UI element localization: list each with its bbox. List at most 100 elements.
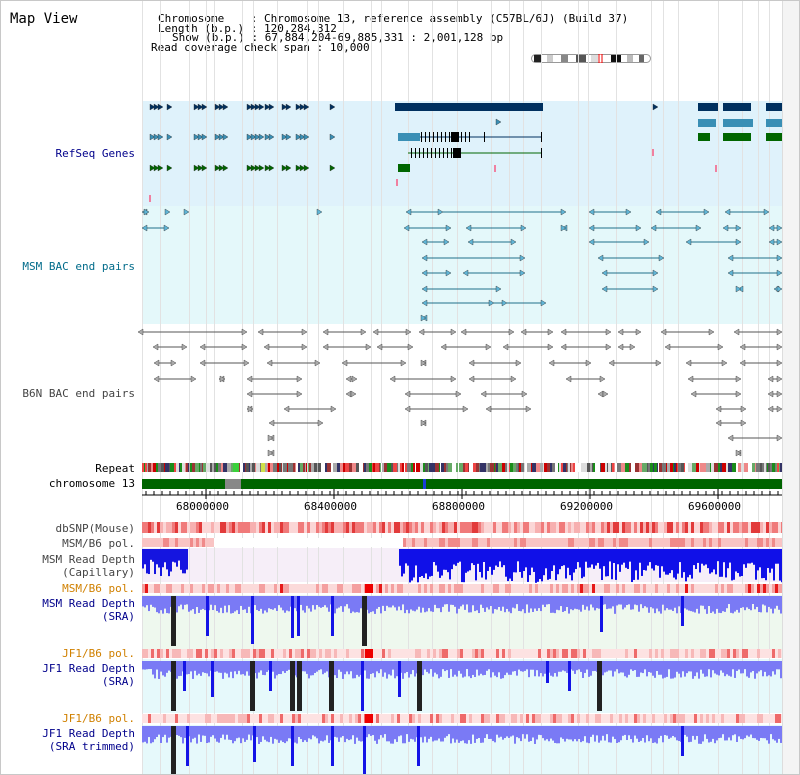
msm-pol2-cell [592, 584, 595, 593]
read-depth-bar [582, 661, 584, 678]
read-depth-bar [176, 596, 178, 613]
read-depth-bar [412, 596, 414, 611]
capillary-depth-bar [643, 549, 645, 571]
read-depth-bar [216, 661, 218, 672]
read-depth-bar [480, 726, 482, 743]
jf1-pol2-cell [247, 714, 250, 723]
dbsnp-cell [280, 522, 283, 533]
read-depth-bar [746, 661, 748, 677]
msm-pol2-cell [751, 584, 754, 593]
repeat-segment [650, 463, 653, 472]
msm-pol2-cell [607, 584, 610, 593]
read-depth-bar [606, 661, 608, 672]
capillary-depth-bar [709, 549, 711, 574]
jf1-pol1-cell [166, 649, 169, 658]
repeat-segment [356, 463, 359, 472]
msm-pol1-cell [529, 538, 532, 547]
msm-pol2-cell [184, 584, 187, 593]
read-depth-bar [262, 596, 264, 614]
capillary-depth-bar [178, 549, 180, 561]
track-label-b6n-bac[interactable]: B6N BAC end pairs [22, 387, 135, 400]
chromosome-ideogram[interactable] [531, 54, 651, 63]
track-label-refseq[interactable]: RefSeq Genes [55, 147, 135, 160]
read-depth-bar [506, 596, 508, 609]
msm-pol1-cell [607, 538, 610, 547]
repeat-segment [563, 463, 566, 472]
jf1-pol1-cell [778, 649, 781, 658]
track-label-msm-depth-sra-1[interactable]: MSM Read Depth [42, 597, 135, 610]
jf1-pol2-cell [727, 714, 730, 723]
dbsnp-cell [370, 522, 373, 533]
vertical-scrollbar[interactable] [782, 1, 799, 774]
msm-pol2-cell [376, 584, 379, 593]
jf1-pol2-cell [142, 714, 145, 723]
track-label-dbsnp[interactable]: dbSNP(Mouse) [55, 522, 135, 535]
capillary-depth-bar [449, 549, 451, 580]
track-label-jf1-b6-pol-1[interactable]: JF1/B6 pol. [62, 647, 135, 660]
b6n-bac-end [687, 375, 694, 383]
capillary-depth-bar [549, 549, 551, 579]
b6n-bac-end [322, 343, 329, 351]
read-depth-bar [510, 661, 512, 675]
track-label-jf1-b6-pol-2[interactable]: JF1/B6 pol. [62, 712, 135, 725]
track-label-repeat[interactable]: Repeat [95, 462, 135, 475]
b6n-bac-end [283, 405, 290, 413]
read-depth-bar [472, 661, 474, 675]
read-depth-bar [506, 661, 508, 673]
read-depth-bar [150, 661, 152, 670]
track-label-msm-depth-capillary-1[interactable]: MSM Read Depth [42, 553, 135, 566]
track-label-jf1-depth-sra-1[interactable]: JF1 Read Depth [42, 662, 135, 675]
capillary-depth-bar [633, 549, 635, 580]
msm-pol2-cell [346, 584, 349, 593]
capillary-depth-bar [777, 549, 779, 564]
b6n-bac-end [510, 375, 517, 383]
capillary-depth-bar [184, 549, 186, 574]
dbsnp-cell [421, 522, 424, 533]
read-depth-bar [320, 596, 322, 608]
jf1-pol2-cell [292, 714, 295, 723]
read-depth-bar [504, 726, 506, 739]
read-depth-bar [712, 726, 714, 739]
read-depth-bar [386, 726, 388, 742]
track-label-msm-depth-sra-2: (SRA) [101, 610, 135, 623]
track-label-msm-b6-pol-1[interactable]: MSM/B6 pol. [62, 537, 135, 550]
b6n-bac-end [508, 328, 515, 336]
read-depth-bar [188, 661, 190, 675]
dbsnp-cell [577, 522, 580, 533]
repeat-segment [398, 463, 400, 472]
track-label-msm-b6-pol-2[interactable]: MSM/B6 pol. [62, 582, 135, 595]
read-depth-bar [280, 726, 282, 741]
track-label-jf1-depth-trim-1[interactable]: JF1 Read Depth [42, 727, 135, 740]
msm-pol2-cell [241, 584, 244, 593]
read-depth-bar [428, 661, 430, 674]
capillary-depth-bar [687, 549, 689, 578]
track-label-chromosome[interactable]: chromosome 13 [48, 477, 135, 490]
read-depth-bar [352, 726, 354, 736]
jf1-pol1-cell [679, 649, 682, 658]
msm-pol1-cell [739, 538, 742, 547]
read-depth-bar [536, 661, 538, 671]
read-depth-bar [234, 596, 236, 612]
dbsnp-cell [703, 522, 706, 533]
read-depth-bar [316, 726, 318, 739]
capillary-depth-bar [713, 549, 715, 570]
capillary-depth-bar [641, 549, 643, 576]
repeat-segment [581, 463, 583, 472]
read-depth-bar [750, 726, 752, 735]
jf1-pol1-cell [628, 649, 631, 658]
jf1-pol1-cell [217, 649, 220, 658]
repeat-segment [507, 463, 509, 472]
track-label-msm-bac[interactable]: MSM BAC end pairs [22, 260, 135, 273]
jf1-pol2-cell [490, 714, 493, 723]
read-depth-bar [748, 661, 750, 678]
read-depth-bar [356, 726, 358, 738]
read-depth-bar [422, 726, 424, 743]
dbsnp-cell [778, 522, 781, 533]
msm-bac-end [316, 208, 323, 216]
repeat-segment [547, 463, 550, 472]
dbsnp-cell [550, 522, 553, 533]
read-depth-bar [776, 596, 778, 606]
read-depth-bar [442, 726, 444, 742]
b6n-bac-end [247, 405, 254, 413]
